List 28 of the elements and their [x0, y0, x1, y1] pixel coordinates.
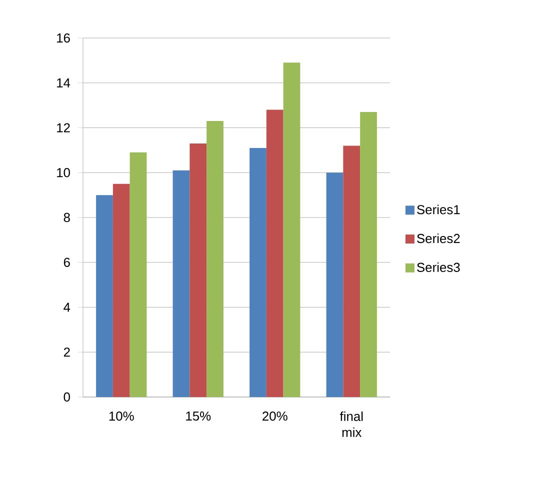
y-tick-label: 12 — [57, 123, 70, 132]
bar — [190, 143, 207, 397]
bar — [266, 110, 284, 397]
y-tick-label: 8 — [64, 212, 70, 222]
bar — [130, 152, 147, 397]
y-tick-label: 10 — [57, 168, 70, 178]
y-tick-label: 16 — [57, 33, 70, 43]
bar — [326, 172, 344, 397]
bar — [250, 148, 266, 397]
y-tick-label: 2 — [64, 348, 70, 357]
y-tick-label: 14 — [57, 78, 70, 88]
legend-label: Series3 — [417, 262, 460, 272]
bar — [283, 62, 300, 397]
x-tick-label: 20% — [262, 412, 288, 421]
legend-label: Series1 — [417, 204, 460, 214]
bar — [112, 184, 130, 397]
bar — [96, 195, 113, 397]
y-tick-label: 6 — [64, 258, 70, 267]
y-tick-label: 4 — [64, 302, 70, 312]
x-tick-label: 15% — [186, 412, 211, 421]
y-tick-label: 0 — [64, 392, 70, 402]
x-tick-label: final mix — [340, 412, 363, 437]
bar — [172, 170, 190, 397]
bar — [206, 121, 224, 397]
bar — [343, 146, 360, 397]
legend-label: Series2 — [417, 234, 460, 244]
bar — [360, 112, 377, 397]
x-tick-label: 10% — [109, 412, 134, 421]
